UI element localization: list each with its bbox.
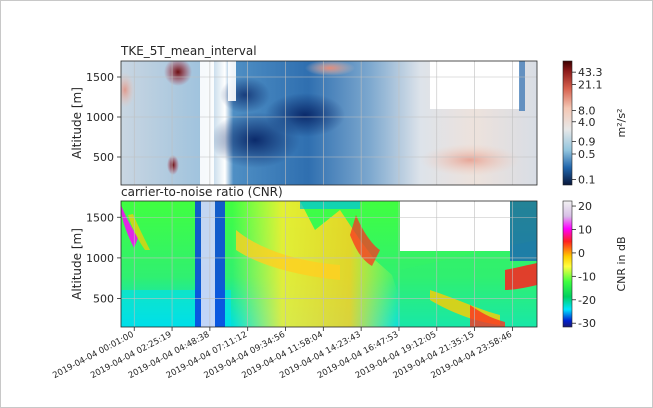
colorbar-tick-label: -30: [578, 317, 596, 330]
cnr-colorbar: [562, 200, 573, 328]
y-tick-label: 500: [93, 293, 114, 306]
cnr-y-label: Altitude [m]: [70, 228, 84, 300]
tke-colorbar: [562, 60, 573, 186]
y-tick-label: 1500: [86, 71, 114, 84]
colorbar-tick-label: 43.3: [578, 66, 603, 79]
y-tick-label: 1500: [86, 211, 114, 224]
tke-y-label: Altitude [m]: [70, 87, 84, 159]
y-tick-label: 500: [93, 151, 114, 164]
tke-axes: [120, 60, 538, 186]
colorbar-tick-label: -10: [578, 270, 596, 283]
tke-grid: [121, 61, 537, 185]
tke-colorbar-label: m²/s²: [615, 109, 628, 138]
colorbar-tick-label: -20: [578, 294, 596, 307]
y-tick-label: 1000: [86, 111, 114, 124]
tke-heatmap: [121, 61, 537, 185]
cnr-panel-title: carrier-to-noise ratio (CNR): [121, 185, 283, 199]
colorbar-tick-label: 4.0: [578, 116, 596, 129]
colorbar-tick-label: 20: [578, 200, 592, 213]
cnr-colorbar-ticks: 20 10 0 -10 -20 -30: [572, 200, 596, 330]
colorbar-tick-label: 10: [578, 223, 592, 236]
colorbar-tick-label: 8.0: [578, 105, 596, 118]
cnr-heatmap: [121, 201, 537, 327]
tke-y-ticks: 500 1000 1500: [86, 71, 121, 164]
colorbar-tick-label: 0.1: [578, 173, 596, 186]
colorbar-tick-label: 0: [578, 247, 585, 260]
cnr-y-ticks: 500 1000 1500: [86, 211, 121, 306]
tke-colorbar-ticks: 0.1 0.50.9 4.08.0 21.143.3: [572, 66, 603, 186]
colorbar-tick-label: 21.1: [578, 79, 603, 92]
cnr-grid: [121, 201, 537, 327]
tke-panel-title: TKE_5T_mean_interval: [120, 44, 257, 58]
cnr-axes: [120, 200, 538, 328]
cnr-colorbar-label: CNR in dB: [615, 236, 628, 291]
colorbar-tick-label: 0.9: [578, 136, 596, 149]
colorbar-tick-label: 0.5: [578, 148, 596, 161]
y-tick-label: 1000: [86, 252, 114, 265]
